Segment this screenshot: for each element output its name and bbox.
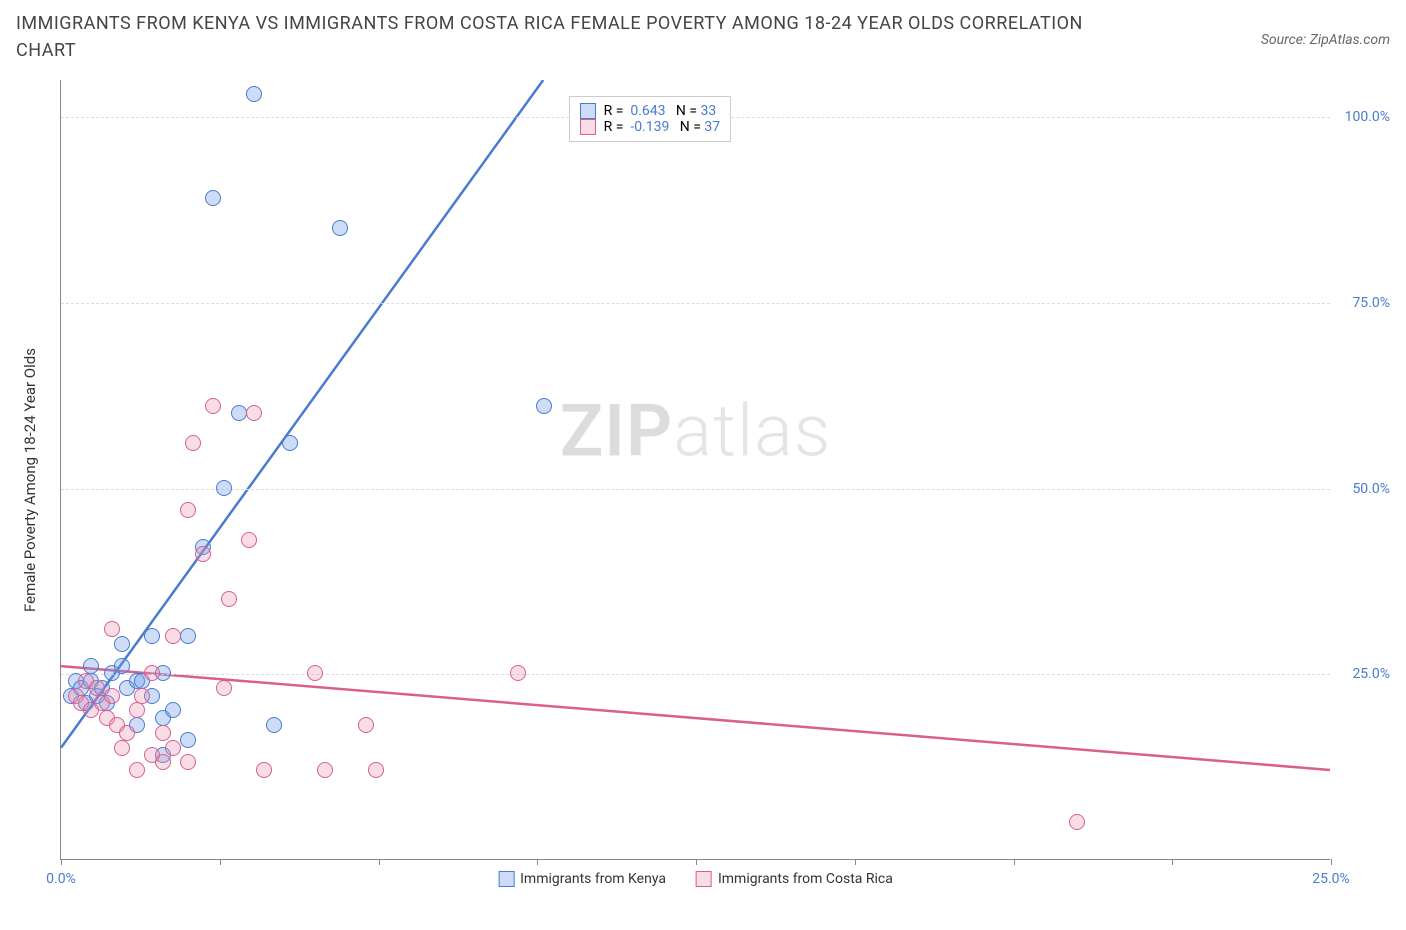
data-point — [129, 702, 145, 718]
data-point — [216, 680, 232, 696]
data-point — [221, 591, 237, 607]
data-point — [165, 740, 181, 756]
data-point — [180, 502, 196, 518]
data-point — [266, 717, 282, 733]
trend-lines — [61, 80, 1330, 859]
x-tick-mark — [537, 859, 538, 865]
x-tick-mark — [696, 859, 697, 865]
data-point — [180, 732, 196, 748]
data-point — [241, 532, 257, 548]
data-point — [134, 688, 150, 704]
x-tick-label: 25.0% — [1312, 871, 1350, 887]
x-tick-mark — [220, 859, 221, 865]
y-axis-label: Female Poverty Among 18-24 Year Olds — [21, 348, 39, 612]
data-point — [307, 665, 323, 681]
watermark: ZIPatlas — [560, 388, 832, 473]
legend-item: Immigrants from Kenya — [498, 871, 666, 887]
legend-label: Immigrants from Kenya — [520, 871, 666, 887]
data-point — [114, 658, 130, 674]
grid-line — [61, 303, 1330, 304]
legend-swatch — [580, 119, 596, 135]
data-point — [358, 717, 374, 733]
data-point — [180, 628, 196, 644]
legend-item: Immigrants from Costa Rica — [696, 871, 893, 887]
data-point — [332, 220, 348, 236]
x-tick-mark — [61, 859, 62, 865]
chart-source: Source: ZipAtlas.com — [1261, 32, 1390, 48]
legend-text: R = 0.643 N = 33 — [604, 103, 717, 119]
data-point — [89, 680, 105, 696]
x-tick-label: 0.0% — [46, 871, 76, 887]
chart-title: IMMIGRANTS FROM KENYA VS IMMIGRANTS FROM… — [16, 10, 1116, 64]
grid-line — [61, 674, 1330, 675]
grid-line — [61, 489, 1330, 490]
legend-swatch — [580, 103, 596, 119]
series-legend: Immigrants from Kenya Immigrants from Cos… — [498, 871, 893, 887]
y-tick-label: 50.0% — [1352, 481, 1390, 497]
data-point — [104, 688, 120, 704]
data-point — [144, 665, 160, 681]
y-tick-label: 75.0% — [1352, 295, 1390, 311]
data-point — [368, 762, 384, 778]
legend-row: R = 0.643 N = 33 — [580, 103, 721, 119]
legend-text: R = -0.139 N = 37 — [604, 119, 721, 135]
legend-row: R = -0.139 N = 37 — [580, 119, 721, 135]
chart-container: Female Poverty Among 18-24 Year Olds ZIP… — [50, 80, 1390, 880]
data-point — [83, 658, 99, 674]
data-point — [114, 740, 130, 756]
data-point — [185, 435, 201, 451]
data-point — [180, 754, 196, 770]
data-point — [195, 546, 211, 562]
data-point — [510, 665, 526, 681]
data-point — [536, 398, 552, 414]
data-point — [216, 480, 232, 496]
data-point — [114, 636, 130, 652]
plot-area: ZIPatlas 25.0%50.0%75.0%100.0%0.0%25.0%R… — [60, 80, 1330, 860]
data-point — [155, 754, 171, 770]
x-tick-mark — [855, 859, 856, 865]
data-point — [256, 762, 272, 778]
legend-swatch — [498, 871, 514, 887]
data-point — [129, 762, 145, 778]
x-tick-mark — [1014, 859, 1015, 865]
x-tick-mark — [1331, 859, 1332, 865]
x-tick-mark — [1172, 859, 1173, 865]
y-tick-label: 25.0% — [1352, 666, 1390, 682]
data-point — [231, 405, 247, 421]
data-point — [246, 405, 262, 421]
data-point — [144, 628, 160, 644]
data-point — [282, 435, 298, 451]
data-point — [155, 725, 171, 741]
data-point — [165, 628, 181, 644]
y-tick-label: 100.0% — [1345, 109, 1390, 125]
data-point — [104, 621, 120, 637]
data-point — [165, 702, 181, 718]
data-point — [205, 398, 221, 414]
data-point — [205, 190, 221, 206]
legend-label: Immigrants from Costa Rica — [718, 871, 893, 887]
legend-swatch — [696, 871, 712, 887]
data-point — [246, 86, 262, 102]
data-point — [1069, 814, 1085, 830]
x-tick-mark — [379, 859, 380, 865]
data-point — [317, 762, 333, 778]
data-point — [119, 725, 135, 741]
correlation-legend: R = 0.643 N = 33R = -0.139 N = 37 — [569, 96, 732, 142]
